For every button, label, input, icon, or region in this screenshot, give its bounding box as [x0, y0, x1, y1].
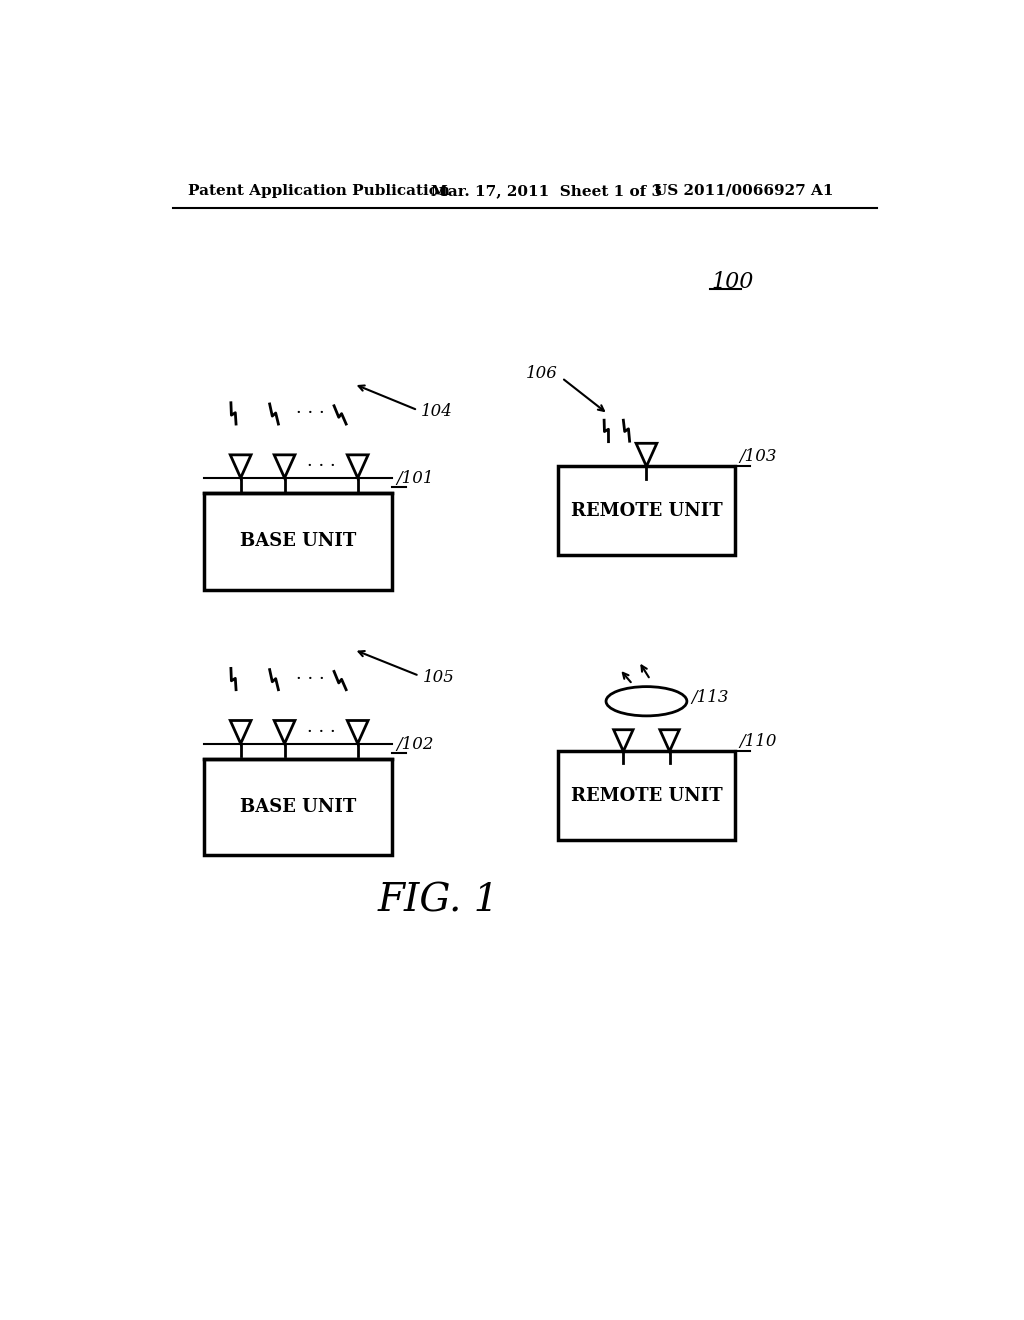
Text: BASE UNIT: BASE UNIT — [240, 799, 356, 816]
Text: /102: /102 — [396, 735, 434, 752]
Text: /110: /110 — [739, 733, 776, 750]
Text: 105: 105 — [422, 669, 455, 686]
Text: · · ·: · · · — [307, 458, 336, 475]
Text: US 2011/0066927 A1: US 2011/0066927 A1 — [654, 183, 834, 198]
Bar — [204, 494, 392, 590]
Text: · · ·: · · · — [296, 404, 325, 422]
Text: FIG. 1: FIG. 1 — [378, 883, 500, 920]
Text: REMOTE UNIT: REMOTE UNIT — [570, 502, 722, 520]
Bar — [204, 759, 392, 855]
Text: · · ·: · · · — [307, 723, 336, 741]
Text: 100: 100 — [712, 271, 755, 293]
Bar — [558, 466, 735, 554]
Text: 104: 104 — [421, 403, 453, 420]
Text: BASE UNIT: BASE UNIT — [240, 532, 356, 550]
Text: Patent Application Publication: Patent Application Publication — [188, 183, 451, 198]
Text: /103: /103 — [739, 447, 776, 465]
Ellipse shape — [606, 686, 687, 715]
Bar — [558, 751, 735, 840]
Text: /101: /101 — [396, 470, 434, 487]
Text: Mar. 17, 2011  Sheet 1 of 3: Mar. 17, 2011 Sheet 1 of 3 — [431, 183, 662, 198]
Text: /113: /113 — [691, 689, 729, 706]
Text: 106: 106 — [526, 366, 558, 383]
Text: REMOTE UNIT: REMOTE UNIT — [570, 787, 722, 805]
Text: · · ·: · · · — [296, 671, 325, 688]
